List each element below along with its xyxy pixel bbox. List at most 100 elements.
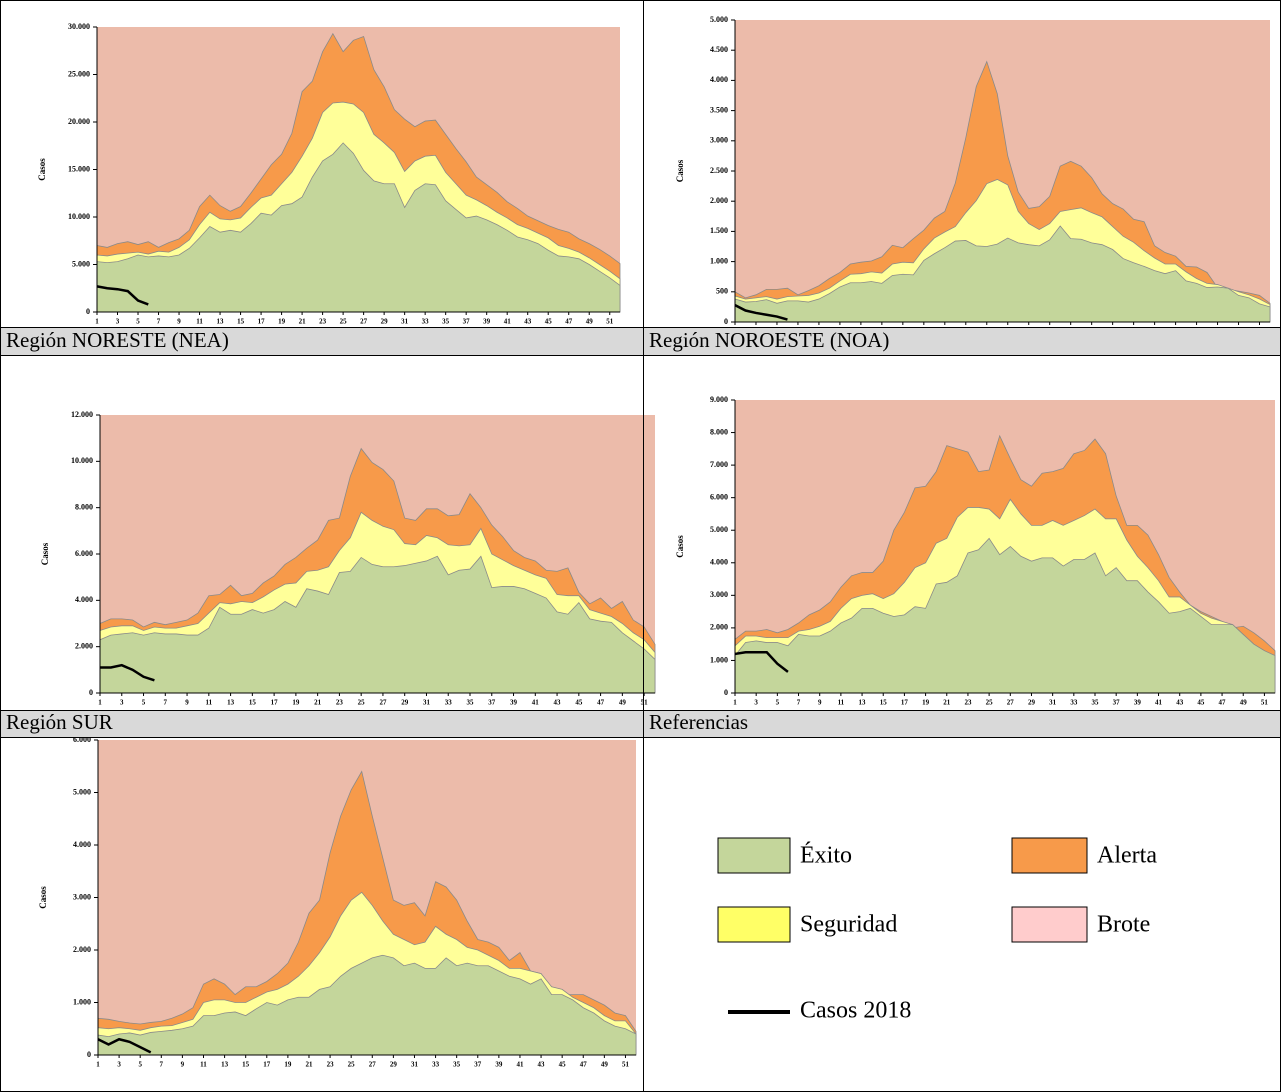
area (734, 225, 1271, 323)
y-tick-label: 2.000 (710, 623, 728, 632)
x-tick-label: 21 (299, 318, 307, 326)
x-tick-label: 19 (922, 699, 930, 707)
legend-label: Seguridad (800, 912, 897, 938)
x-tick-label: 11 (200, 1061, 207, 1069)
x-tick-label: 19 (292, 699, 300, 707)
y-tick-label: 10.000 (71, 456, 93, 465)
y-tick-label: 1.500 (710, 226, 728, 235)
x-tick-label: 27 (360, 318, 368, 326)
y-tick-label: 5.000 (710, 15, 728, 24)
line (96, 285, 149, 306)
x-tick-label: 27 (1007, 699, 1015, 707)
y-axis-title: Casos (675, 535, 685, 558)
x-tick-label: 11 (838, 699, 845, 707)
x-tick-label: 39 (483, 318, 491, 326)
y-tick-label: 2.500 (710, 166, 728, 175)
x-tick-label: 5 (138, 1061, 142, 1069)
x-tick-label: 49 (601, 1061, 609, 1069)
x-tick-label: 25 (340, 318, 348, 326)
legend-swatch (717, 837, 791, 874)
x-tick-label: 9 (185, 699, 189, 707)
x-tick-label: 33 (432, 1061, 440, 1069)
x-tick-label: 7 (160, 1061, 164, 1069)
x-tick-label: 41 (516, 1061, 524, 1069)
y-tick-label: 3.000 (710, 590, 728, 599)
x-tick-label: 37 (488, 699, 496, 707)
y-tick-label: 4.000 (75, 595, 93, 604)
area (97, 954, 637, 1056)
x-tick-label: 21 (314, 699, 322, 707)
header-row (1, 328, 1280, 355)
x-tick-label: 13 (227, 699, 235, 707)
y-tick-label: 2.000 (73, 945, 91, 954)
y-tick-label: 0 (86, 307, 90, 316)
chart: 0 500 1.000 1.500 2.000 2.500 3.000 3.500 4.000 4… (675, 15, 1271, 336)
x-tick-label: 1 (95, 318, 99, 326)
x-tick-label: 51 (641, 699, 649, 707)
area (96, 142, 621, 313)
x-tick-label: 31 (401, 318, 409, 326)
x-tick-label: 35 (453, 1061, 461, 1069)
region-header: Región NORESTE (NEA) (6, 328, 229, 352)
x-tick-label: 51 (1261, 699, 1269, 707)
legend-swatch (1011, 906, 1088, 943)
x-tick-label: 45 (559, 1061, 567, 1069)
y-tick-label: 5.000 (72, 259, 90, 268)
y-tick-label: 0 (724, 688, 728, 697)
y-tick-label: 10.000 (68, 212, 90, 221)
x-tick-label: 49 (619, 699, 627, 707)
x-tick-label: 13 (217, 318, 225, 326)
x-tick-label: 13 (221, 1061, 229, 1069)
y-tick-label: 3.000 (73, 892, 91, 901)
legend-label: Casos 2018 (800, 998, 911, 1024)
x-tick-label: 47 (580, 1061, 588, 1069)
x-tick-label: 7 (157, 318, 161, 326)
x-tick-label: 3 (754, 699, 758, 707)
y-tick-label: 4.000 (710, 75, 728, 84)
x-tick-label: 45 (1197, 699, 1205, 707)
y-tick-label: 25.000 (68, 69, 90, 78)
x-tick-label: 31 (1049, 699, 1057, 707)
x-tick-label: 23 (336, 699, 344, 707)
x-tick-label: 15 (242, 1061, 250, 1069)
x-tick-label: 27 (379, 699, 387, 707)
y-tick-label: 1.000 (73, 997, 91, 1006)
y-axis-title: Casos (675, 159, 685, 182)
region-header: Región NOROESTE (NOA) (649, 328, 889, 352)
x-tick-label: 43 (538, 1061, 546, 1069)
x-tick-label: 35 (1092, 699, 1100, 707)
header-row (1, 711, 1280, 737)
y-tick-label: 1.000 (710, 655, 728, 664)
x-tick-label: 33 (422, 318, 430, 326)
y-axis-title: Casos (40, 542, 50, 565)
y-tick-label: 1.000 (710, 256, 728, 265)
x-tick-label: 7 (164, 699, 168, 707)
y-axis-title: Casos (38, 886, 48, 909)
x-tick-label: 47 (1219, 699, 1227, 707)
x-tick-label: 3 (116, 318, 120, 326)
y-tick-label: 20.000 (68, 117, 90, 126)
y-axis-title: Casos (37, 158, 47, 181)
x-tick-label: 23 (319, 318, 327, 326)
y-tick-label: 7.000 (710, 460, 728, 469)
x-tick-label: 15 (249, 699, 257, 707)
y-tick-label: 500 (716, 287, 728, 296)
y-tick-label: 3.500 (710, 105, 728, 114)
chart: 0 1.000 2.000 3.000 4.000 5.000 6.000 7.000 8.00… (675, 395, 1276, 707)
y-tick-label: 2.000 (710, 196, 728, 205)
y-tick-label: 6.000 (73, 735, 91, 744)
x-tick-label: 17 (271, 699, 279, 707)
x-tick-label: 25 (986, 699, 994, 707)
legend-label: Alerta (1097, 843, 1157, 869)
x-tick-label: 27 (369, 1061, 377, 1069)
x-tick-label: 17 (901, 699, 909, 707)
y-tick-label: 0 (89, 688, 93, 697)
legend-swatch (717, 906, 791, 943)
x-tick-label: 41 (504, 318, 512, 326)
x-tick-label: 29 (401, 699, 409, 707)
region-header: Región SUR (6, 710, 113, 734)
